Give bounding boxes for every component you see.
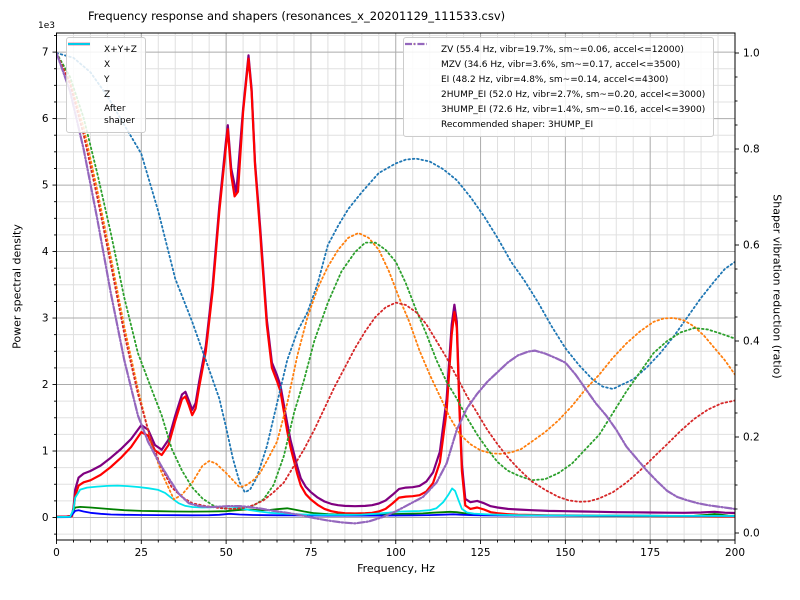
y-right-tick-label: 0.2 bbox=[743, 432, 760, 444]
series-after-shaper bbox=[56, 484, 735, 518]
y-left-tick-label: 4 bbox=[42, 246, 49, 258]
legend-item-label: 2HUMP_EI (52.0 Hz, vibr=2.7%, sm~=0.20, … bbox=[441, 89, 706, 100]
y-left-tick-label: 0 bbox=[42, 512, 49, 524]
legend-item-label: X+Y+Z bbox=[104, 44, 137, 55]
series-ei bbox=[56, 52, 735, 510]
legend-item-zv: ZV (55.4 Hz, vibr=19.7%, sm~=0.06, accel… bbox=[405, 42, 705, 57]
y-right-tick-label: 0.0 bbox=[743, 528, 760, 540]
recommended-shaper-text: Recommended shaper: 3HUMP_EI bbox=[441, 119, 594, 130]
legend-item-2hump-ei: 2HUMP_EI (52.0 Hz, vibr=2.7%, sm~=0.20, … bbox=[405, 43, 706, 102]
x-tick-label: 150 bbox=[555, 547, 575, 559]
series-mzv bbox=[56, 52, 735, 501]
legend-item-3hump-ei: 3HUMP_EI (72.6 Hz, vibr=1.4%, sm~=0.16, … bbox=[405, 42, 706, 117]
legend-item-label: ZV (55.4 Hz, vibr=19.7%, sm~=0.06, accel… bbox=[441, 44, 684, 55]
x-tick-label: 50 bbox=[219, 547, 232, 559]
ticks: 0 25 50 75 100 125 150 175 200 0 1 2 3 4 5 6 7 0.0 0.2 0.4 0… bbox=[42, 35, 760, 559]
y-right-tick-label: 0.6 bbox=[743, 240, 760, 252]
x-tick-label: 200 bbox=[725, 547, 745, 559]
legend-item-label: 3HUMP_EI (72.6 Hz, vibr=1.4%, sm~=0.16, … bbox=[441, 104, 706, 115]
series-x-y-z bbox=[56, 54, 735, 518]
legend-shapers: ZV (55.4 Hz, vibr=19.7%, sm~=0.06, accel… bbox=[403, 37, 715, 137]
y-right-tick-label: 1.0 bbox=[743, 48, 760, 60]
y-left-tick-label: 2 bbox=[42, 379, 49, 391]
legend-item-label: Y bbox=[104, 74, 110, 85]
legend-line-sample-after-shaper bbox=[68, 43, 90, 45]
series-x bbox=[56, 57, 735, 518]
legend-item-label: X bbox=[104, 59, 111, 70]
y-left-tick-label: 7 bbox=[42, 47, 49, 59]
y-axis-label-left: Power spectral density bbox=[10, 224, 24, 349]
x-tick-label: 25 bbox=[135, 547, 148, 559]
legend-line-sample-3hump-ei bbox=[405, 42, 427, 46]
legend-recommended-shaper: Recommended shaper: 3HUMP_EI bbox=[411, 117, 705, 132]
x-axis-label: Frequency, Hz bbox=[357, 562, 435, 575]
legend-item-label: EI (48.2 Hz, vibr=4.8%, sm~=0.14, accel<… bbox=[441, 74, 669, 85]
y-left-tick-label: 5 bbox=[42, 180, 49, 192]
y-left-tick-label: 3 bbox=[42, 313, 49, 325]
x-tick-label: 100 bbox=[386, 547, 406, 559]
x-tick-label: 175 bbox=[640, 547, 660, 559]
legend-item-label: MZV (34.6 Hz, vibr=3.6%, sm~=0.17, accel… bbox=[441, 59, 681, 70]
x-tick-label: 0 bbox=[53, 547, 60, 559]
legend-item-x: X bbox=[68, 42, 137, 72]
y-right-tick-label: 0.8 bbox=[743, 144, 760, 156]
legend-item-label: Z bbox=[104, 89, 111, 100]
legend-item-mzv: MZV (34.6 Hz, vibr=3.6%, sm~=0.17, accel… bbox=[405, 43, 705, 72]
y-left-tick-label: 1 bbox=[42, 446, 49, 458]
x-tick-label: 75 bbox=[304, 547, 317, 559]
legend-psd: X+Y+Z X Y Z After shaper bbox=[66, 37, 146, 133]
legend-item-z: Z bbox=[68, 43, 137, 102]
legend-item-label: After shaper bbox=[104, 104, 135, 126]
y-axis-multiplier: 1e3 bbox=[38, 21, 55, 31]
y-axis-label-right: Shaper vibration reduction (ratio) bbox=[770, 194, 784, 379]
legend-item-ei: EI (48.2 Hz, vibr=4.8%, sm~=0.14, accel<… bbox=[405, 43, 705, 87]
x-tick-label: 125 bbox=[471, 547, 491, 559]
y-left-tick-label: 6 bbox=[42, 113, 49, 125]
legend-item-after-shaper: After shaper bbox=[68, 43, 137, 128]
y-right-tick-label: 0.4 bbox=[743, 336, 760, 348]
series-3hump-ei bbox=[56, 51, 735, 525]
chart-title: Frequency response and shapers (resonanc… bbox=[88, 9, 506, 23]
legend-item-y: Y bbox=[68, 43, 137, 87]
